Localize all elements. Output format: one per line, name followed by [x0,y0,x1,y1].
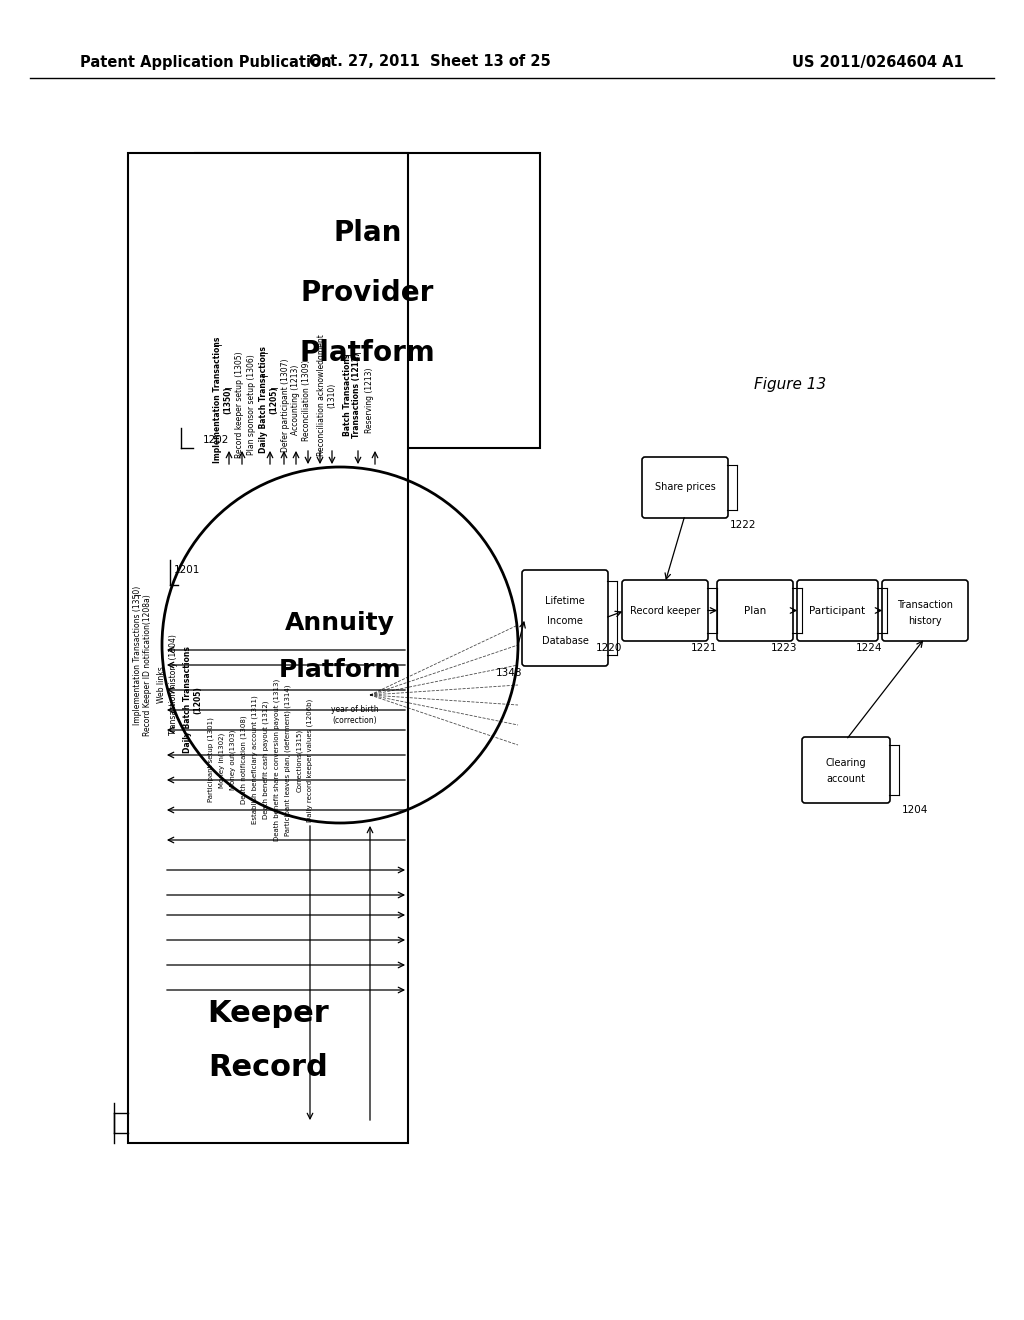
Text: Implementation Transactions: Implementation Transactions [213,337,222,463]
Text: Transactions (1212): Transactions (1212) [352,352,361,438]
Text: Reserving (1213): Reserving (1213) [366,367,375,433]
Text: Daily Batch Transactions: Daily Batch Transactions [259,347,268,454]
Text: Daily record keeper values (1206b): Daily record keeper values (1206b) [307,698,313,821]
Text: 1201: 1201 [174,565,201,576]
Text: Record keeper: Record keeper [630,606,700,615]
Text: Plan: Plan [334,219,401,247]
Text: 1222: 1222 [730,520,757,531]
Text: (1350): (1350) [223,385,232,414]
Text: Plan sponsor setup (1306): Plan sponsor setup (1306) [247,355,256,455]
Text: Death benefit share conversion payout (1313): Death benefit share conversion payout (1… [273,678,281,841]
Text: Annuity: Annuity [285,611,395,635]
Text: Death notification (1308): Death notification (1308) [241,715,247,804]
Text: Transaction: Transaction [897,599,953,610]
Text: 1224: 1224 [855,643,882,653]
Text: Corrections(1315): Corrections(1315) [296,729,302,792]
Text: Accounting (1213): Accounting (1213) [292,364,300,436]
Text: Platform: Platform [300,339,435,367]
Text: 1204: 1204 [902,805,929,814]
Text: Share prices: Share prices [654,483,716,492]
Text: 1223: 1223 [770,643,797,653]
FancyBboxPatch shape [717,579,793,642]
Text: Plan: Plan [743,606,766,615]
FancyBboxPatch shape [622,579,708,642]
FancyBboxPatch shape [797,579,878,642]
Text: Participant: Participant [809,606,865,615]
Text: Reconciliation (1309): Reconciliation (1309) [302,359,311,441]
Text: Participant leaves plan, (deferment) (1314): Participant leaves plan, (deferment) (13… [285,684,291,836]
Text: Money in(1302): Money in(1302) [219,733,225,788]
Text: Batch Transactions: Batch Transactions [342,354,351,436]
Text: Keeper: Keeper [207,998,329,1027]
Text: 1202: 1202 [203,436,229,445]
Text: Daily Batch Transactions: Daily Batch Transactions [182,647,191,754]
Text: Record: Record [208,1053,328,1082]
Text: history: history [908,615,942,626]
Text: Defer participant (1307): Defer participant (1307) [281,358,290,451]
Text: Web links: Web links [158,667,167,704]
Text: 1348: 1348 [496,668,522,678]
Text: Oct. 27, 2011  Sheet 13 of 25: Oct. 27, 2011 Sheet 13 of 25 [309,54,551,70]
FancyBboxPatch shape [802,737,890,803]
Text: US 2011/0264604 A1: US 2011/0264604 A1 [793,54,964,70]
Text: 1220: 1220 [596,643,622,653]
Text: Patent Application Publication: Patent Application Publication [80,54,332,70]
Text: Implementation Transactions (1350): Implementation Transactions (1350) [132,585,141,725]
Text: Reconciliation acknowledgment: Reconciliation acknowledgment [317,334,327,455]
Text: Platform: Platform [279,657,401,682]
Bar [195,153,540,447]
Text: Lifetime: Lifetime [545,597,585,606]
Text: Database: Database [542,636,589,645]
FancyBboxPatch shape [882,579,968,642]
Text: Provider: Provider [301,279,434,308]
Bar [128,153,408,1143]
Text: (1205): (1205) [194,686,203,714]
Text: Transaction history (1304): Transaction history (1304) [169,635,177,735]
Text: Record keeper setup (1305): Record keeper setup (1305) [236,351,245,458]
Text: Figure 13: Figure 13 [754,378,826,392]
Text: year of birth
(correction): year of birth (correction) [331,705,379,725]
FancyBboxPatch shape [642,457,728,517]
Text: account: account [826,774,865,784]
FancyBboxPatch shape [522,570,608,667]
Text: Clearing: Clearing [825,758,866,768]
Text: Death benefit cash payout (1312): Death benefit cash payout (1312) [263,701,269,820]
Text: Income: Income [547,616,583,626]
Text: Participant setup (1301): Participant setup (1301) [208,718,214,803]
Text: Money out(1303): Money out(1303) [229,730,237,791]
Text: Establish beneficiary account (1311): Establish beneficiary account (1311) [252,696,258,825]
Text: Record Keeper ID notification(1208a): Record Keeper ID notification(1208a) [143,594,153,735]
Text: (1310): (1310) [328,383,337,408]
Text: (1205): (1205) [269,385,279,414]
Text: 1221: 1221 [690,643,717,653]
